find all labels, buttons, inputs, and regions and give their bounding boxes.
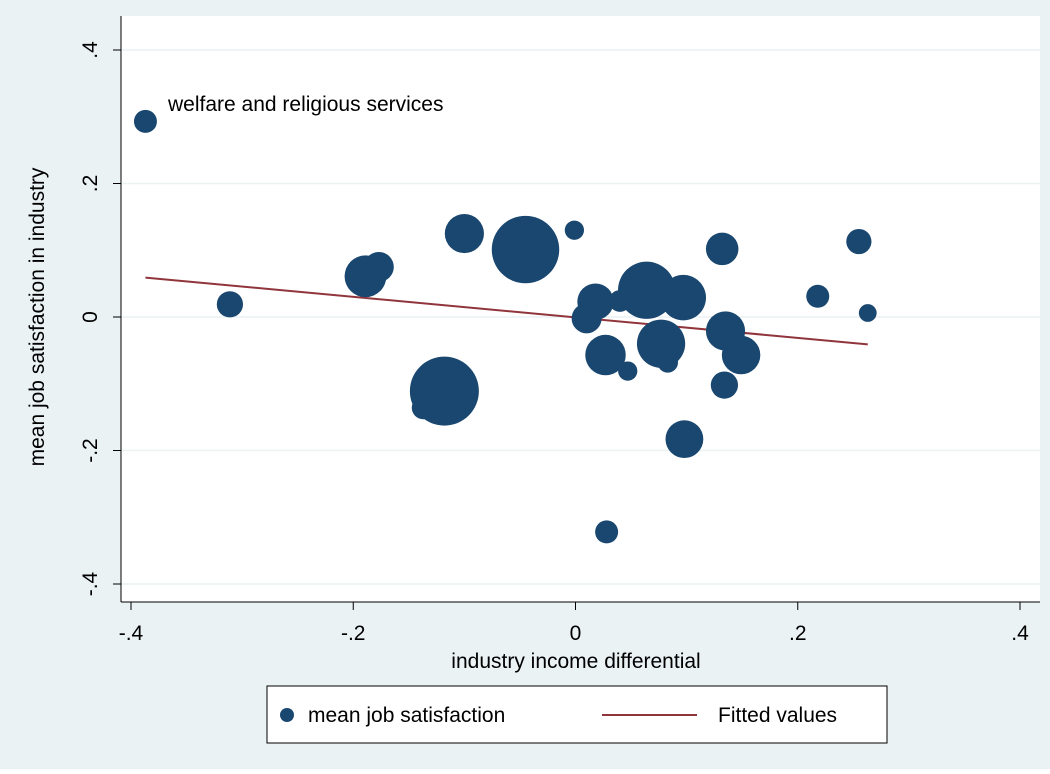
legend: mean job satisfaction Fitted values <box>266 685 888 744</box>
scatter-point <box>846 228 872 255</box>
annotation-label: welfare and religious services <box>167 93 443 116</box>
scatter-point <box>660 274 707 321</box>
scatter-point <box>721 335 761 375</box>
y-tick-label: 0 <box>79 311 102 323</box>
y-tick-label: -.2 <box>79 438 102 463</box>
scatter-point <box>409 356 479 426</box>
scatter-point <box>665 420 704 459</box>
fitted-line-layer <box>145 276 868 346</box>
scatter-point <box>564 220 585 240</box>
scatter-point <box>216 291 244 318</box>
legend-label-mean-job-satisfaction: mean job satisfaction <box>308 704 505 727</box>
fitted-line <box>145 276 868 346</box>
scatter-point <box>585 334 626 376</box>
scatter-point <box>657 352 679 373</box>
y-tick-label: -.4 <box>79 571 102 596</box>
scatter-points <box>133 109 877 544</box>
scatter-point <box>577 283 614 320</box>
x-tick-label: -.2 <box>341 622 366 645</box>
scatter-point <box>444 213 484 254</box>
legend-box <box>266 685 888 744</box>
y-axis-label: mean job satisfaction in industry <box>26 167 49 466</box>
scatter-point <box>705 232 739 266</box>
legend-marker-mean-job-satisfaction <box>280 708 294 722</box>
scatter-point <box>618 361 638 381</box>
scatter-point <box>595 520 619 544</box>
legend-label-fitted-values: Fitted values <box>718 704 837 727</box>
x-tick-label: .2 <box>789 622 807 645</box>
x-tick-label: .4 <box>1011 622 1029 645</box>
x-tick-label: 0 <box>570 622 582 645</box>
scatter-point <box>710 371 739 399</box>
y-tick-label: .2 <box>79 175 102 193</box>
axes: -.4 -.2 0 .2 .4 -.4 -.2 0 .2 .4 <box>79 16 1040 645</box>
scatter-point <box>363 251 394 282</box>
scatter-point <box>806 284 830 308</box>
x-tick-label: -.4 <box>119 622 144 645</box>
scatter-point <box>617 261 676 319</box>
x-axis-label: industry income differential <box>451 650 700 673</box>
scatter-point <box>491 215 560 284</box>
scatter-point <box>858 304 877 322</box>
y-tick-label: .4 <box>79 41 102 59</box>
scatter-point <box>133 109 157 133</box>
